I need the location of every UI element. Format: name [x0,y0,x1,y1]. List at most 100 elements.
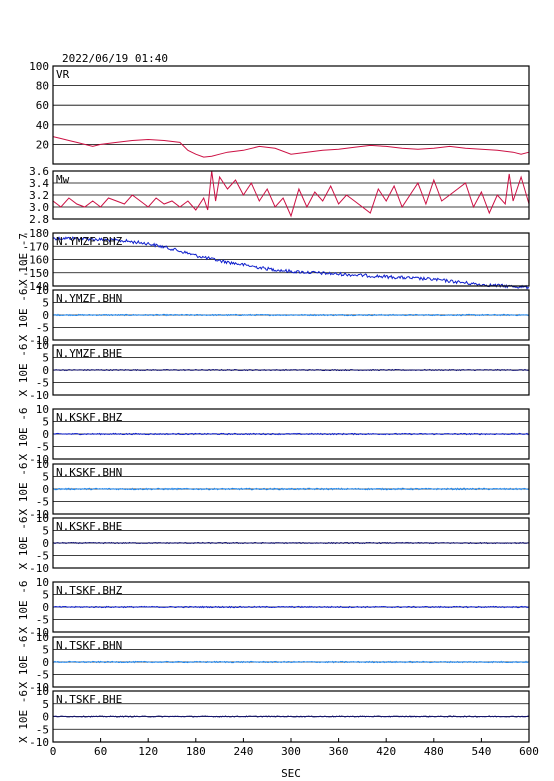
y-tick-label: 5 [42,297,49,310]
panel-mw: 2.83.03.23.43.6 Mw [29,165,530,226]
y-tick-label: 0 [42,656,49,669]
panel-frame [52,232,530,287]
y-axis-unit-label: X 10E -7 [17,233,30,286]
y-tick-label: -170 [23,240,50,253]
y-tick-label: 0 [42,364,49,377]
y-tick-label: -5 [36,669,49,682]
y-tick-label: -10 [29,453,49,466]
y-tick-label: 3.0 [29,201,49,214]
y-tick-label: -5 [36,322,49,335]
y-tick-label: 5 [42,352,49,365]
x-tick-label: 420 [376,745,396,758]
y-tick-label: 3.2 [29,189,49,202]
y-tick-label: 10 [36,631,49,644]
panel-frame [52,408,530,460]
y-tick-label: 5 [42,644,49,657]
y-tick-label: 0 [42,711,49,724]
x-tick-label: 540 [471,745,491,758]
x-tick-label: 360 [329,745,349,758]
x-tick-label: 240 [233,745,253,758]
y-tick-label: 3.4 [29,177,49,190]
panel-label: VR [56,68,70,81]
series-line [52,368,530,372]
y-tick-label: 5 [42,416,49,429]
panel-label: N.YMZF.BHN [56,292,122,305]
y-tick-label: 20 [36,138,49,151]
panel-label: N.YMZF.BHZ [56,235,123,248]
x-axis-label: SEC [281,767,301,780]
panel-label: N.TSKF.BHZ [56,584,123,597]
series-line [52,432,530,436]
series-line [52,170,530,218]
series-line [52,136,530,158]
y-tick-label: 100 [29,60,49,73]
y-tick-label: 5 [42,589,49,602]
x-tick-label: 300 [281,745,301,758]
y-tick-label: 10 [36,339,49,352]
y-tick-label: 80 [36,80,49,93]
panel-group: 20406080100VR2.83.03.23.43.6Mw-140-150-1… [17,60,530,749]
panel-label: N.TSKF.BHE [56,693,122,706]
y-tick-label: -5 [36,614,49,627]
y-tick-label: -10 [29,626,49,639]
y-axis-unit-label: X 10E -6 [17,636,30,689]
y-tick-label: 0 [42,428,49,441]
panel-frame [52,463,530,515]
y-tick-label: 0 [42,483,49,496]
series-line [52,541,530,545]
y-tick-label: 10 [36,512,49,525]
y-tick-label: -140 [23,280,50,293]
y-tick-label: -180 [23,227,50,240]
panel-frame [52,170,530,220]
y-tick-label: 0 [42,309,49,322]
x-tick-label: 120 [138,745,158,758]
panel-vr: 20 40 60 80 100 VR [29,60,530,165]
series-line [52,605,530,609]
y-tick-label: 5 [42,698,49,711]
panel-label: N.YMZF.BHE [56,347,122,360]
y-tick-label: -5 [36,550,49,563]
x-tick-label: 600 [519,745,539,758]
x-axis: 0 60 120 180 240 300 360 420 480 540 600 [50,738,539,758]
y-tick-label: -5 [36,441,49,454]
y-tick-label: 10 [36,403,49,416]
y-tick-label: -10 [29,334,49,347]
y-tick-label: 3.6 [29,165,49,178]
panel-label: Mw [56,173,70,186]
y-axis-unit-label: X 10E -6 [17,517,30,570]
series-line [52,487,529,491]
y-tick-label: -5 [36,723,49,736]
panel-frame [52,517,530,569]
panel-n-ymzf-bhz: -140-150-160-170-180 N.YMZF.BHZ X 10E -7 [17,227,530,293]
y-axis-unit-label: X 10E -6 [17,690,30,743]
y-tick-label: -10 [29,389,49,402]
panel-label: N.KSKF.BHZ [56,411,123,424]
panel-label: N.KSKF.BHN [56,466,122,479]
y-tick-label: 10 [36,284,49,297]
y-tick-label: -5 [36,377,49,390]
panel-label: N.TSKF.BHN [56,639,122,652]
y-tick-label: -10 [29,508,49,521]
panel-frame [52,636,530,688]
panel-frame [52,581,530,633]
y-tick-label: 5 [42,525,49,538]
y-axis-unit-label: X 10E -6 [17,408,30,461]
y-tick-label: -160 [23,254,50,267]
series-line [52,236,530,290]
panel-label: N.KSKF.BHE [56,520,122,533]
series-line [52,660,530,664]
y-tick-label: -10 [29,681,49,694]
y-tick-label: 40 [36,119,49,132]
y-tick-label: 2.8 [29,213,49,226]
x-tick-label: 180 [186,745,206,758]
series-line [52,313,530,317]
y-tick-label: -5 [36,496,49,509]
x-tick-label: 0 [50,745,57,758]
